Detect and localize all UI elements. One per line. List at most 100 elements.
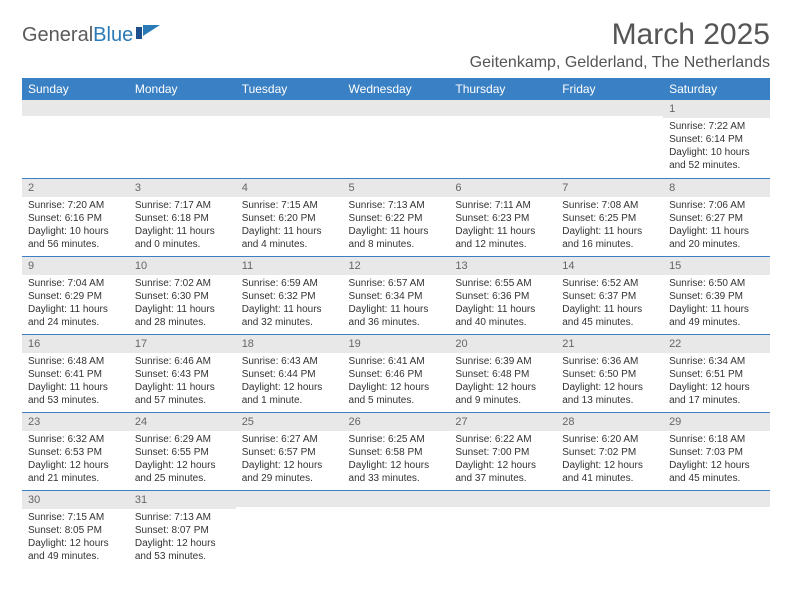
day-number [343, 491, 450, 507]
sunset-text: Sunset: 6:18 PM [135, 212, 230, 225]
sunrise-text: Sunrise: 6:55 AM [455, 277, 550, 290]
calendar-cell: 3Sunrise: 7:17 AMSunset: 6:18 PMDaylight… [129, 178, 236, 256]
header: GeneralBlue March 2025 Geitenkamp, Gelde… [22, 18, 770, 72]
sunrise-text: Sunrise: 7:11 AM [455, 199, 550, 212]
calendar-cell: 31Sunrise: 7:13 AMSunset: 8:07 PMDayligh… [129, 490, 236, 568]
sunset-text: Sunset: 7:03 PM [669, 446, 764, 459]
day-number: 15 [663, 257, 770, 275]
daylight-text: Daylight: 12 hours and 53 minutes. [135, 537, 230, 563]
sunset-text: Sunset: 6:44 PM [242, 368, 337, 381]
sunrise-text: Sunrise: 7:08 AM [562, 199, 657, 212]
day-content: Sunrise: 7:02 AMSunset: 6:30 PMDaylight:… [129, 275, 236, 333]
sunset-text: Sunset: 6:58 PM [349, 446, 444, 459]
sunset-text: Sunset: 6:20 PM [242, 212, 337, 225]
day-number: 24 [129, 413, 236, 431]
calendar-cell [129, 100, 236, 178]
calendar-cell [449, 490, 556, 568]
calendar-cell: 25Sunrise: 6:27 AMSunset: 6:57 PMDayligh… [236, 412, 343, 490]
day-header: Monday [129, 78, 236, 100]
calendar-body: 1Sunrise: 7:22 AMSunset: 6:14 PMDaylight… [22, 100, 770, 568]
day-number [129, 100, 236, 116]
calendar-cell: 27Sunrise: 6:22 AMSunset: 7:00 PMDayligh… [449, 412, 556, 490]
day-number: 17 [129, 335, 236, 353]
day-content: Sunrise: 6:55 AMSunset: 6:36 PMDaylight:… [449, 275, 556, 333]
day-content: Sunrise: 7:13 AMSunset: 6:22 PMDaylight:… [343, 197, 450, 255]
day-content: Sunrise: 6:32 AMSunset: 6:53 PMDaylight:… [22, 431, 129, 489]
sunrise-text: Sunrise: 6:59 AM [242, 277, 337, 290]
daylight-text: Daylight: 12 hours and 13 minutes. [562, 381, 657, 407]
calendar-row: 23Sunrise: 6:32 AMSunset: 6:53 PMDayligh… [22, 412, 770, 490]
sunrise-text: Sunrise: 6:27 AM [242, 433, 337, 446]
day-number [663, 491, 770, 507]
daylight-text: Daylight: 12 hours and 33 minutes. [349, 459, 444, 485]
daylight-text: Daylight: 11 hours and 32 minutes. [242, 303, 337, 329]
calendar-cell: 15Sunrise: 6:50 AMSunset: 6:39 PMDayligh… [663, 256, 770, 334]
daylight-text: Daylight: 11 hours and 36 minutes. [349, 303, 444, 329]
sunrise-text: Sunrise: 6:18 AM [669, 433, 764, 446]
sunset-text: Sunset: 6:30 PM [135, 290, 230, 303]
day-content: Sunrise: 6:34 AMSunset: 6:51 PMDaylight:… [663, 353, 770, 411]
calendar-cell: 4Sunrise: 7:15 AMSunset: 6:20 PMDaylight… [236, 178, 343, 256]
daylight-text: Daylight: 12 hours and 49 minutes. [28, 537, 123, 563]
daylight-text: Daylight: 12 hours and 17 minutes. [669, 381, 764, 407]
day-content: Sunrise: 6:39 AMSunset: 6:48 PMDaylight:… [449, 353, 556, 411]
day-number: 6 [449, 179, 556, 197]
sunrise-text: Sunrise: 7:22 AM [669, 120, 764, 133]
sunset-text: Sunset: 8:07 PM [135, 524, 230, 537]
calendar-cell: 18Sunrise: 6:43 AMSunset: 6:44 PMDayligh… [236, 334, 343, 412]
calendar-cell [556, 100, 663, 178]
daylight-text: Daylight: 11 hours and 49 minutes. [669, 303, 764, 329]
location: Geitenkamp, Gelderland, The Netherlands [470, 54, 770, 72]
sunset-text: Sunset: 8:05 PM [28, 524, 123, 537]
calendar-row: 1Sunrise: 7:22 AMSunset: 6:14 PMDaylight… [22, 100, 770, 178]
day-header: Tuesday [236, 78, 343, 100]
day-number [449, 100, 556, 116]
day-content: Sunrise: 6:18 AMSunset: 7:03 PMDaylight:… [663, 431, 770, 489]
calendar-cell [343, 490, 450, 568]
day-content: Sunrise: 7:11 AMSunset: 6:23 PMDaylight:… [449, 197, 556, 255]
sunrise-text: Sunrise: 7:13 AM [135, 511, 230, 524]
daylight-text: Daylight: 11 hours and 12 minutes. [455, 225, 550, 251]
day-content: Sunrise: 6:57 AMSunset: 6:34 PMDaylight:… [343, 275, 450, 333]
sunset-text: Sunset: 7:02 PM [562, 446, 657, 459]
calendar-cell: 29Sunrise: 6:18 AMSunset: 7:03 PMDayligh… [663, 412, 770, 490]
day-number: 21 [556, 335, 663, 353]
calendar-cell [449, 100, 556, 178]
daylight-text: Daylight: 12 hours and 5 minutes. [349, 381, 444, 407]
sunrise-text: Sunrise: 6:52 AM [562, 277, 657, 290]
calendar-cell: 7Sunrise: 7:08 AMSunset: 6:25 PMDaylight… [556, 178, 663, 256]
sunset-text: Sunset: 6:46 PM [349, 368, 444, 381]
calendar-cell: 19Sunrise: 6:41 AMSunset: 6:46 PMDayligh… [343, 334, 450, 412]
daylight-text: Daylight: 11 hours and 24 minutes. [28, 303, 123, 329]
daylight-text: Daylight: 11 hours and 53 minutes. [28, 381, 123, 407]
sunset-text: Sunset: 6:27 PM [669, 212, 764, 225]
sunset-text: Sunset: 6:55 PM [135, 446, 230, 459]
sunset-text: Sunset: 6:23 PM [455, 212, 550, 225]
day-number: 19 [343, 335, 450, 353]
day-content: Sunrise: 7:06 AMSunset: 6:27 PMDaylight:… [663, 197, 770, 255]
calendar-cell: 30Sunrise: 7:15 AMSunset: 8:05 PMDayligh… [22, 490, 129, 568]
logo-text-b: Blue [93, 24, 133, 47]
sunrise-text: Sunrise: 6:48 AM [28, 355, 123, 368]
sunset-text: Sunset: 6:37 PM [562, 290, 657, 303]
calendar-cell: 11Sunrise: 6:59 AMSunset: 6:32 PMDayligh… [236, 256, 343, 334]
day-number: 2 [22, 179, 129, 197]
daylight-text: Daylight: 11 hours and 8 minutes. [349, 225, 444, 251]
daylight-text: Daylight: 11 hours and 28 minutes. [135, 303, 230, 329]
day-content: Sunrise: 7:15 AMSunset: 8:05 PMDaylight:… [22, 509, 129, 567]
sunrise-text: Sunrise: 7:20 AM [28, 199, 123, 212]
sunrise-text: Sunrise: 6:36 AM [562, 355, 657, 368]
calendar-cell: 2Sunrise: 7:20 AMSunset: 6:16 PMDaylight… [22, 178, 129, 256]
calendar-cell: 21Sunrise: 6:36 AMSunset: 6:50 PMDayligh… [556, 334, 663, 412]
day-content: Sunrise: 6:59 AMSunset: 6:32 PMDaylight:… [236, 275, 343, 333]
day-number: 26 [343, 413, 450, 431]
calendar-cell [663, 490, 770, 568]
daylight-text: Daylight: 10 hours and 52 minutes. [669, 146, 764, 172]
daylight-text: Daylight: 12 hours and 1 minute. [242, 381, 337, 407]
calendar-cell: 8Sunrise: 7:06 AMSunset: 6:27 PMDaylight… [663, 178, 770, 256]
day-content: Sunrise: 6:29 AMSunset: 6:55 PMDaylight:… [129, 431, 236, 489]
daylight-text: Daylight: 11 hours and 45 minutes. [562, 303, 657, 329]
sunset-text: Sunset: 6:32 PM [242, 290, 337, 303]
sunset-text: Sunset: 6:41 PM [28, 368, 123, 381]
daylight-text: Daylight: 12 hours and 45 minutes. [669, 459, 764, 485]
